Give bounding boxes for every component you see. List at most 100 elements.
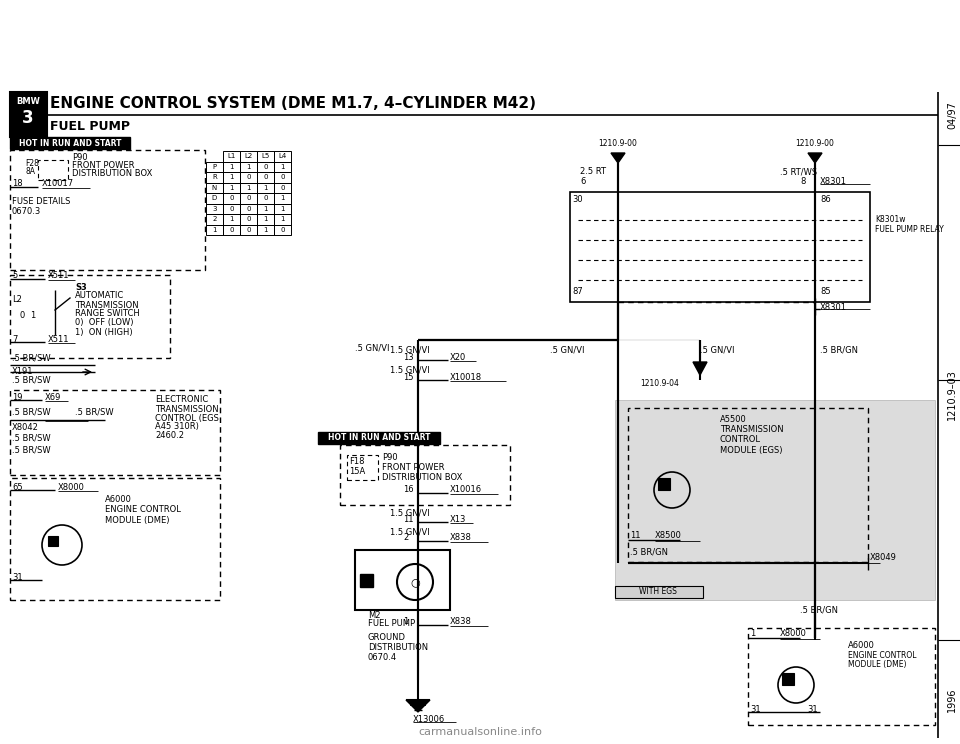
Text: 1: 1 [229, 174, 233, 180]
Text: 16: 16 [403, 486, 414, 495]
Text: .5 RT/WS: .5 RT/WS [780, 167, 817, 176]
Text: FUEL PUMP: FUEL PUMP [50, 121, 130, 133]
Text: ENGINE CONTROL: ENGINE CONTROL [848, 650, 917, 659]
Bar [240, 214, 257, 225]
Text: MODULE (DME): MODULE (DME) [105, 516, 170, 525]
Text: 3: 3 [22, 109, 34, 127]
Text: FUEL PUMP: FUEL PUMP [368, 620, 415, 629]
Bar [615, 586, 703, 598]
Bar [223, 151, 240, 161]
Bar [318, 432, 440, 444]
Text: P90: P90 [72, 153, 87, 161]
Bar [257, 193, 274, 204]
Bar [223, 161, 240, 172]
Bar [360, 574, 373, 587]
Text: HOT IN RUN AND START: HOT IN RUN AND START [327, 434, 430, 443]
Text: 18: 18 [12, 179, 23, 188]
Bar [257, 161, 274, 172]
Bar [615, 400, 935, 600]
Text: 1.5 GN/VI: 1.5 GN/VI [390, 527, 430, 536]
Bar [782, 673, 794, 685]
Bar [240, 161, 257, 172]
Bar [206, 172, 223, 182]
Text: 2: 2 [212, 217, 217, 222]
Text: 13: 13 [403, 353, 414, 362]
Text: GROUND: GROUND [368, 632, 406, 641]
Bar [10, 150, 205, 270]
Bar [206, 193, 223, 204]
Text: 0670.3: 0670.3 [12, 207, 41, 216]
Bar [223, 214, 240, 225]
Text: carmanualsonline.info: carmanualsonline.info [418, 727, 542, 737]
Text: 65: 65 [12, 483, 23, 492]
Text: 5: 5 [12, 272, 17, 280]
Text: L4: L4 [278, 153, 287, 159]
Bar [240, 151, 257, 161]
Bar [274, 225, 291, 235]
Text: MODULE (DME): MODULE (DME) [848, 661, 906, 670]
Text: WITH EGS: WITH EGS [639, 588, 677, 597]
Bar [347, 455, 378, 480]
Text: 0: 0 [263, 195, 268, 201]
Bar [223, 193, 240, 204]
Text: 1210.9-00: 1210.9-00 [796, 138, 834, 147]
Bar [240, 193, 257, 204]
Text: .5 BR/SW: .5 BR/SW [12, 408, 51, 417]
Text: 0: 0 [229, 227, 233, 233]
Text: TRANSMISSION: TRANSMISSION [155, 405, 219, 414]
Text: 1: 1 [229, 164, 233, 170]
Text: X8000: X8000 [780, 629, 806, 638]
Bar [274, 172, 291, 182]
Text: 31: 31 [750, 705, 760, 713]
Bar [274, 193, 291, 204]
Text: 2: 2 [403, 533, 408, 542]
Polygon shape [808, 153, 822, 163]
Text: TRANSMISSION: TRANSMISSION [720, 426, 783, 434]
Text: .5 BR/GN: .5 BR/GN [630, 548, 668, 557]
Text: 1: 1 [280, 164, 285, 170]
Text: 1996: 1996 [947, 687, 957, 712]
Text: 0)  OFF (LOW): 0) OFF (LOW) [75, 318, 133, 327]
Text: FUSE DETAILS: FUSE DETAILS [12, 197, 70, 207]
Text: 0: 0 [280, 185, 285, 190]
Text: 0: 0 [229, 206, 233, 212]
Text: .5 BR/GN: .5 BR/GN [820, 345, 858, 354]
Text: X10017: X10017 [42, 179, 74, 188]
Bar [257, 172, 274, 182]
Text: L2: L2 [245, 153, 252, 159]
Text: X10016: X10016 [450, 486, 482, 495]
Text: 11: 11 [630, 531, 640, 540]
Text: X10018: X10018 [450, 373, 482, 382]
Text: 0: 0 [247, 217, 251, 222]
Bar [223, 182, 240, 193]
Bar [240, 225, 257, 235]
Polygon shape [611, 153, 625, 163]
Text: R: R [212, 174, 217, 180]
Text: 1: 1 [263, 227, 268, 233]
Text: RANGE SWITCH: RANGE SWITCH [75, 310, 140, 318]
Text: X511: X511 [48, 335, 69, 344]
Bar [570, 192, 870, 302]
Text: F18: F18 [349, 458, 365, 466]
Text: X8301: X8301 [820, 304, 847, 312]
Text: 8: 8 [800, 178, 805, 187]
Text: F28: F28 [25, 158, 38, 167]
Text: 0670.4: 0670.4 [368, 652, 397, 661]
Text: ENGINE CONTROL SYSTEM (DME M1.7, 4–CYLINDER M42): ENGINE CONTROL SYSTEM (DME M1.7, 4–CYLIN… [50, 95, 536, 111]
Text: A6000: A6000 [848, 641, 875, 650]
Text: X8042: X8042 [12, 423, 38, 432]
Text: 1)  ON (HIGH): 1) ON (HIGH) [75, 327, 132, 336]
Bar [257, 225, 274, 235]
Bar [274, 204, 291, 214]
Bar [274, 182, 291, 193]
Bar [223, 204, 240, 214]
Text: 0: 0 [20, 310, 25, 319]
Text: .5 GN/VI: .5 GN/VI [550, 345, 585, 354]
Text: L2: L2 [12, 295, 22, 304]
Text: 11: 11 [403, 515, 414, 524]
Text: 2.5 RT: 2.5 RT [580, 167, 606, 176]
Text: DISTRIBUTION BOX: DISTRIBUTION BOX [382, 473, 463, 483]
Text: .5 BR/SW: .5 BR/SW [12, 446, 51, 455]
Text: ○: ○ [410, 577, 420, 587]
Text: 1: 1 [247, 164, 251, 170]
